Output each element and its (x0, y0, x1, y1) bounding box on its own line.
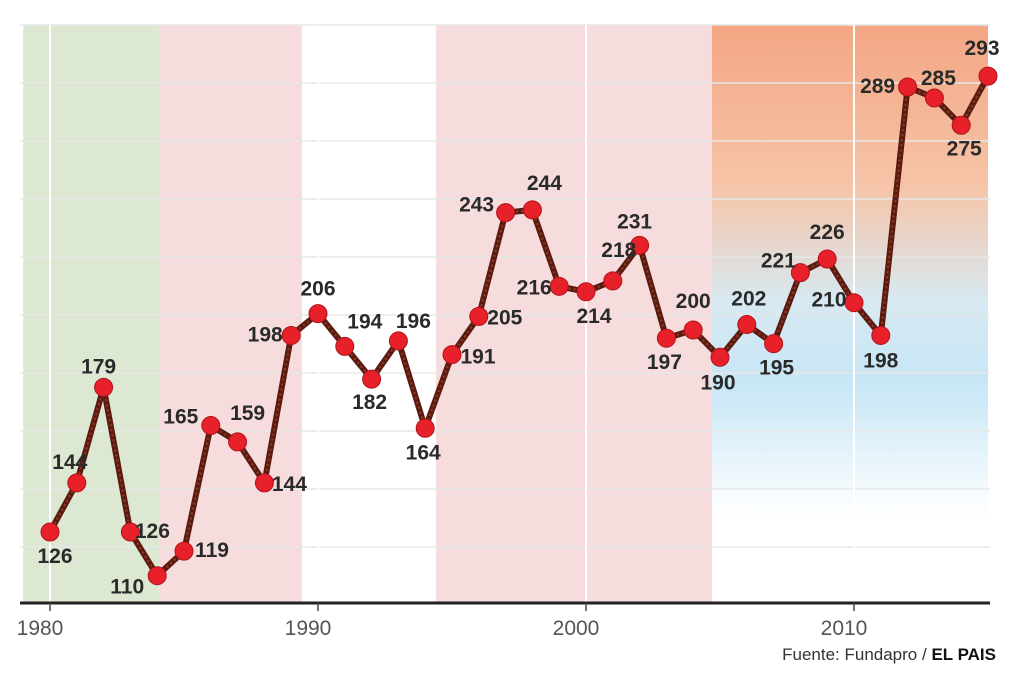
data-label: 218 (601, 239, 636, 262)
data-label: 202 (731, 288, 766, 311)
data-label: 231 (617, 210, 652, 233)
data-label: 194 (347, 310, 382, 333)
data-point (442, 345, 462, 365)
data-point (67, 473, 87, 493)
data-label: 182 (352, 391, 387, 414)
data-point (924, 88, 944, 108)
data-point (469, 306, 489, 326)
data-point (335, 336, 355, 356)
data-point (576, 282, 596, 302)
data-label: 206 (300, 278, 335, 301)
data-point (951, 115, 971, 135)
data-point (603, 271, 623, 291)
data-label: 214 (576, 305, 611, 328)
data-point (496, 203, 516, 223)
data-label: 243 (459, 194, 494, 217)
data-point (549, 276, 569, 296)
period-band-4 (711, 25, 988, 603)
data-label: 200 (676, 290, 711, 313)
data-point (656, 328, 676, 348)
data-point (978, 66, 998, 86)
data-label: 195 (759, 357, 794, 380)
data-point (683, 320, 703, 340)
data-label: 126 (135, 520, 170, 543)
data-point (415, 418, 435, 438)
data-label: 285 (921, 67, 956, 90)
x-tick-label: 1990 (285, 617, 332, 640)
grid-lines (20, 24, 990, 548)
data-point (40, 522, 60, 542)
period-bands (23, 25, 988, 603)
data-point (228, 432, 248, 452)
data-point (871, 325, 891, 345)
period-band-0 (23, 25, 160, 603)
data-points (40, 66, 998, 586)
data-point (388, 331, 408, 351)
data-label: 289 (860, 75, 895, 98)
data-label: 221 (761, 250, 796, 273)
data-point (710, 347, 730, 367)
data-point (522, 200, 542, 220)
data-point (94, 377, 114, 397)
period-band-1 (159, 25, 302, 603)
data-label: 198 (248, 323, 283, 346)
x-tick-label: 1980 (17, 617, 64, 640)
source-brand: EL PAIS (931, 645, 996, 664)
data-label: 226 (810, 221, 845, 244)
data-label: 216 (517, 276, 552, 299)
source-prefix: Fuente: Fundapro / (782, 645, 932, 664)
data-label: 110 (110, 576, 144, 599)
data-point (308, 304, 328, 324)
x-tick-label: 2010 (821, 617, 868, 640)
data-label: 196 (396, 310, 431, 333)
data-point (147, 566, 167, 586)
data-label: 164 (406, 441, 441, 464)
data-label: 197 (647, 351, 682, 374)
data-labels: 126 144 179 126 110 119 165 159 144 198 206 194 182 1… (37, 37, 999, 599)
data-label: 198 (863, 349, 898, 372)
x-tick-label: 2000 (553, 617, 600, 640)
data-label: 190 (700, 371, 735, 394)
data-point (362, 369, 382, 389)
data-label: 205 (487, 306, 522, 329)
data-point (790, 263, 810, 283)
data-point (254, 473, 274, 493)
data-point (281, 325, 301, 345)
data-label: 210 (811, 289, 846, 312)
data-label: 244 (527, 172, 562, 195)
data-label: 293 (964, 37, 999, 60)
data-point (764, 334, 784, 354)
data-label: 144 (272, 473, 307, 496)
data-point (630, 235, 650, 255)
data-point (201, 416, 221, 436)
source-credit: Fuente: Fundapro / EL PAIS (782, 645, 996, 665)
data-point (844, 293, 864, 313)
data-point (737, 315, 757, 335)
data-label: 275 (947, 137, 982, 160)
data-point (898, 77, 918, 97)
data-label: 179 (81, 355, 116, 378)
data-label: 126 (37, 545, 72, 568)
x-axis: 1980 1990 2000 2010 (17, 601, 990, 640)
data-label: 191 (460, 346, 495, 369)
data-label: 119 (195, 539, 229, 562)
data-point (120, 522, 140, 542)
data-point (174, 541, 194, 561)
data-label: 165 (163, 406, 198, 429)
data-point (817, 249, 837, 269)
data-label: 144 (52, 451, 87, 474)
data-label: 159 (230, 402, 265, 425)
